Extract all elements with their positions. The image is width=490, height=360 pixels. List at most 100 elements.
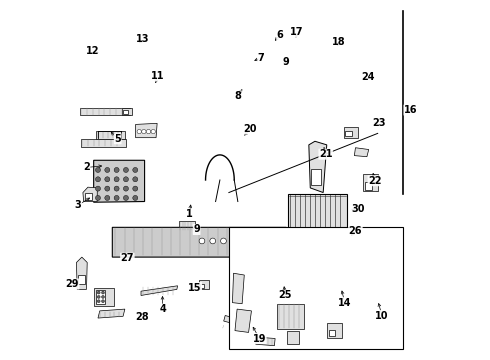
Polygon shape xyxy=(256,337,275,346)
Polygon shape xyxy=(235,309,251,332)
Circle shape xyxy=(123,167,128,172)
Text: 5: 5 xyxy=(114,134,121,144)
Circle shape xyxy=(105,195,110,201)
Text: 29: 29 xyxy=(65,279,79,289)
Circle shape xyxy=(96,177,100,182)
FancyBboxPatch shape xyxy=(339,249,347,260)
Text: 3: 3 xyxy=(75,200,82,210)
FancyBboxPatch shape xyxy=(200,284,204,288)
Circle shape xyxy=(220,238,226,244)
Text: 28: 28 xyxy=(135,312,148,322)
Circle shape xyxy=(96,167,100,172)
Text: 1: 1 xyxy=(186,209,193,219)
Circle shape xyxy=(96,195,100,201)
Circle shape xyxy=(96,186,100,191)
Text: 16: 16 xyxy=(404,105,417,115)
FancyBboxPatch shape xyxy=(122,110,128,114)
Text: 2: 2 xyxy=(83,162,90,172)
Text: 9: 9 xyxy=(193,225,200,234)
Circle shape xyxy=(97,291,100,294)
Circle shape xyxy=(133,177,138,182)
Text: 22: 22 xyxy=(368,176,382,186)
Text: 9: 9 xyxy=(283,57,289,67)
Polygon shape xyxy=(94,160,145,202)
FancyBboxPatch shape xyxy=(370,291,378,301)
Circle shape xyxy=(133,195,138,201)
Text: 30: 30 xyxy=(351,204,365,215)
FancyBboxPatch shape xyxy=(179,221,195,231)
FancyBboxPatch shape xyxy=(277,304,304,329)
Circle shape xyxy=(114,195,119,201)
FancyBboxPatch shape xyxy=(78,275,85,284)
Circle shape xyxy=(101,300,104,303)
Circle shape xyxy=(133,186,138,191)
FancyBboxPatch shape xyxy=(365,182,371,190)
Circle shape xyxy=(101,296,104,298)
Circle shape xyxy=(114,177,119,182)
Polygon shape xyxy=(98,309,125,318)
FancyBboxPatch shape xyxy=(278,287,284,292)
FancyBboxPatch shape xyxy=(311,169,321,185)
Text: 25: 25 xyxy=(278,291,292,301)
Circle shape xyxy=(114,186,119,191)
FancyBboxPatch shape xyxy=(345,131,352,136)
Text: 27: 27 xyxy=(121,253,134,263)
Text: 18: 18 xyxy=(332,37,346,47)
Polygon shape xyxy=(76,257,87,289)
FancyBboxPatch shape xyxy=(327,323,342,338)
Polygon shape xyxy=(112,227,287,257)
Text: 19: 19 xyxy=(252,333,266,343)
Text: 26: 26 xyxy=(349,226,362,236)
FancyBboxPatch shape xyxy=(96,131,125,139)
FancyBboxPatch shape xyxy=(288,194,347,235)
Text: 20: 20 xyxy=(244,124,257,134)
Text: 7: 7 xyxy=(258,53,265,63)
FancyBboxPatch shape xyxy=(85,193,92,200)
FancyBboxPatch shape xyxy=(276,280,291,293)
Text: 23: 23 xyxy=(373,118,386,128)
FancyBboxPatch shape xyxy=(329,330,335,336)
Circle shape xyxy=(199,238,205,244)
FancyBboxPatch shape xyxy=(80,108,130,116)
Circle shape xyxy=(97,300,100,303)
Text: 24: 24 xyxy=(361,72,374,82)
Polygon shape xyxy=(232,273,245,304)
Circle shape xyxy=(133,167,138,172)
Circle shape xyxy=(105,167,110,172)
Circle shape xyxy=(137,130,141,134)
Circle shape xyxy=(123,195,128,201)
Text: 8: 8 xyxy=(234,91,241,101)
Circle shape xyxy=(101,291,104,294)
Polygon shape xyxy=(136,123,157,138)
Text: 21: 21 xyxy=(319,149,332,159)
Polygon shape xyxy=(337,237,360,267)
Text: 13: 13 xyxy=(136,35,150,44)
Circle shape xyxy=(151,130,155,134)
Circle shape xyxy=(123,177,128,182)
Polygon shape xyxy=(141,286,177,296)
Circle shape xyxy=(210,238,216,244)
FancyBboxPatch shape xyxy=(122,108,132,116)
FancyBboxPatch shape xyxy=(287,330,299,344)
Circle shape xyxy=(142,130,146,134)
Text: 12: 12 xyxy=(86,46,99,56)
Text: 14: 14 xyxy=(338,298,351,308)
Text: 15: 15 xyxy=(188,283,201,293)
Circle shape xyxy=(97,296,100,298)
Circle shape xyxy=(114,167,119,172)
Circle shape xyxy=(147,130,151,134)
FancyBboxPatch shape xyxy=(199,280,209,289)
Polygon shape xyxy=(83,187,97,202)
Text: 10: 10 xyxy=(375,311,389,320)
FancyBboxPatch shape xyxy=(364,174,378,192)
Text: 6: 6 xyxy=(277,30,284,40)
Circle shape xyxy=(105,186,110,191)
Text: 17: 17 xyxy=(290,27,304,37)
FancyBboxPatch shape xyxy=(343,127,358,138)
FancyBboxPatch shape xyxy=(95,288,114,306)
Polygon shape xyxy=(327,282,357,293)
Bar xyxy=(229,226,403,348)
FancyBboxPatch shape xyxy=(81,139,125,147)
Text: 11: 11 xyxy=(151,71,164,81)
Text: 4: 4 xyxy=(159,304,166,314)
